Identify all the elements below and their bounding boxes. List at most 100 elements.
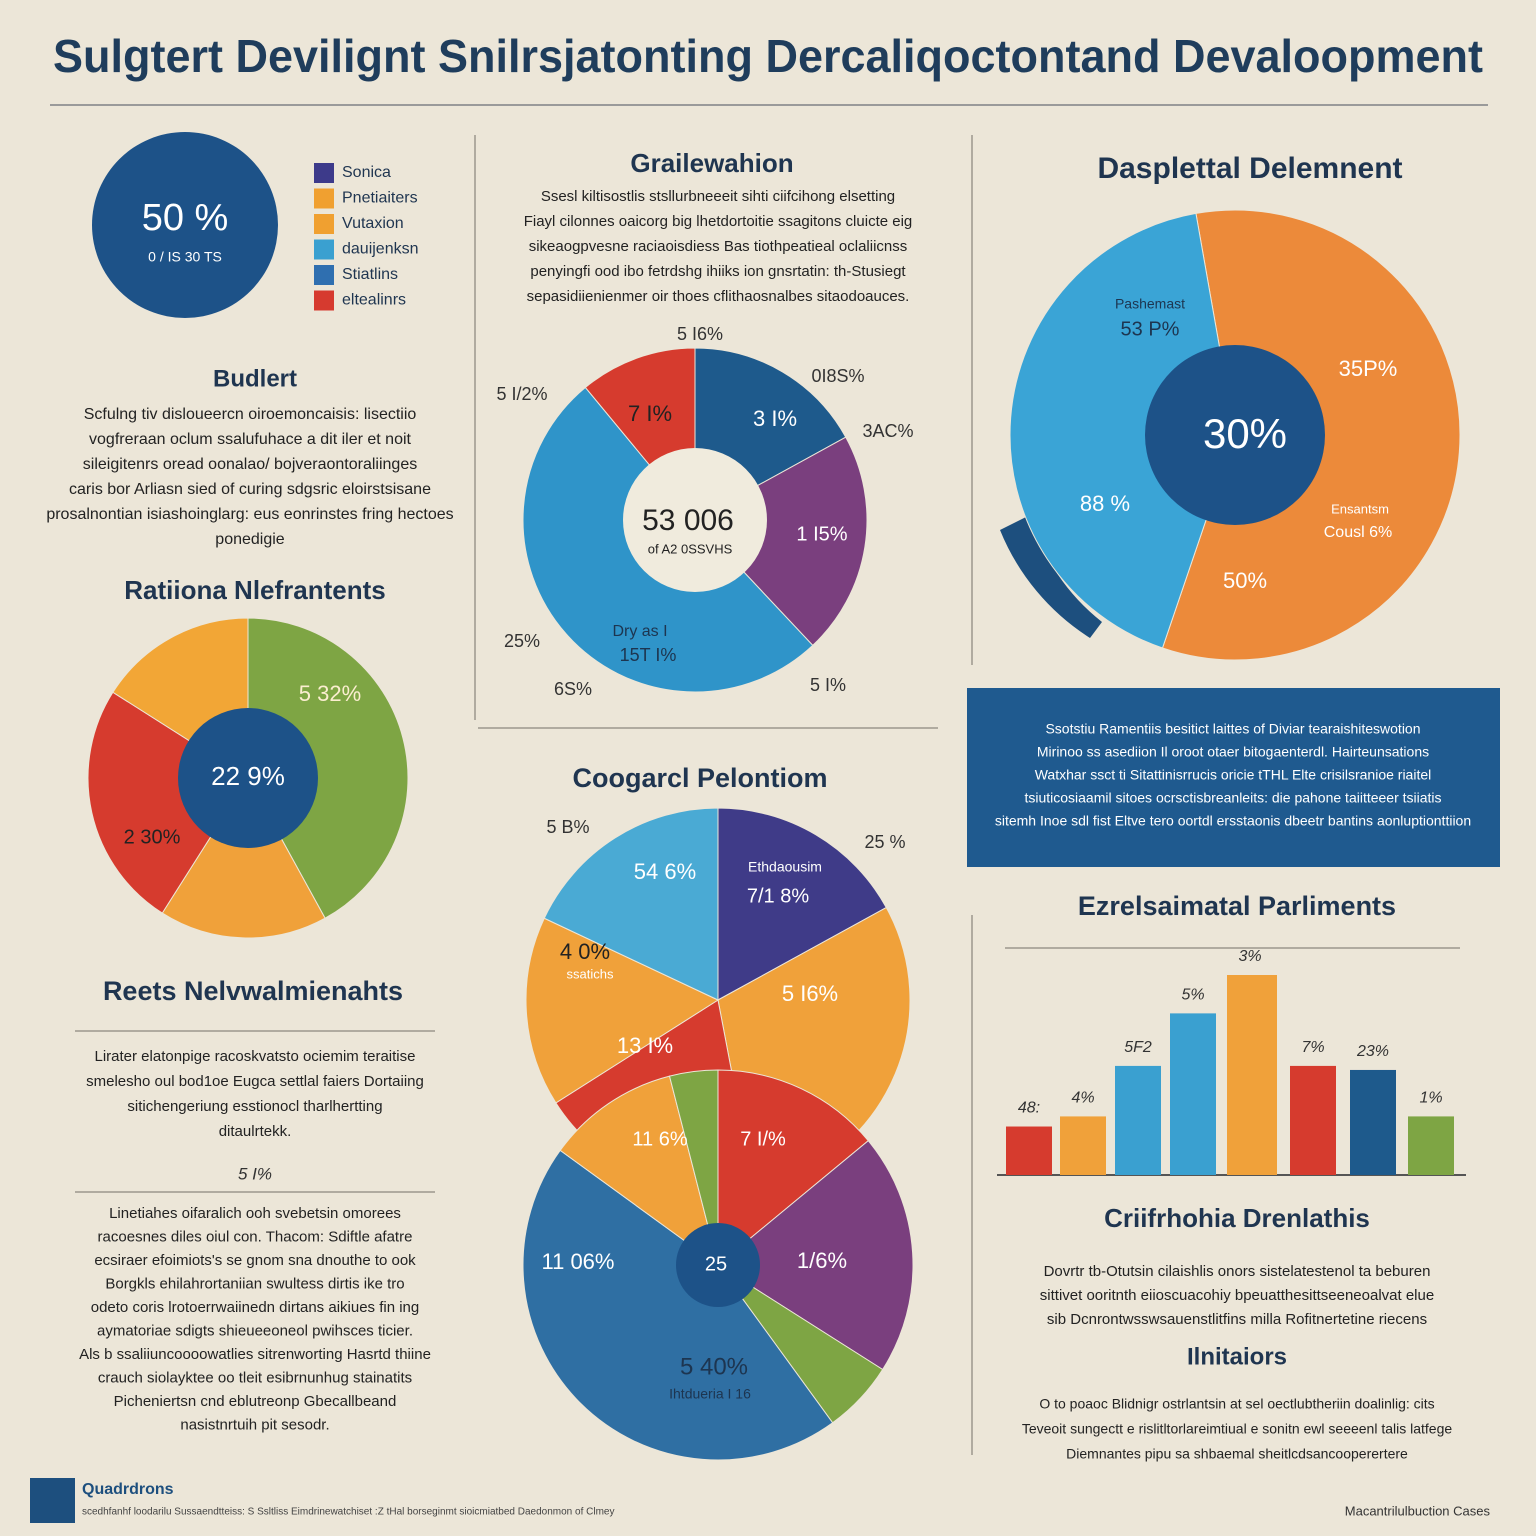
slice-label: 5 I/2% xyxy=(496,384,547,404)
slice-label: 6S% xyxy=(554,679,592,699)
pie-slice xyxy=(694,436,868,647)
slice-label: Cousl 6% xyxy=(1324,524,1392,541)
footer-text: scedhfanhf loodarilu Sussaendtteiss: S S… xyxy=(82,1507,614,1518)
legend-label: dauijenksn xyxy=(342,241,419,258)
slice-label: 22 9% xyxy=(211,761,285,791)
heading: Grailewahion xyxy=(630,148,793,178)
slice-label: 5 40% xyxy=(680,1353,748,1380)
paragraph: ponedigie xyxy=(215,531,285,548)
paragraph: sittivet ooritnth eiioscuacohiy bpeuatth… xyxy=(1040,1287,1434,1304)
paragraph: racoesnes diles oiul con. Thacom: Sdiftl… xyxy=(98,1228,413,1245)
slice-label: 15T I% xyxy=(620,645,677,665)
slice-label: 1 I5% xyxy=(796,523,847,545)
slice-label: 7 I% xyxy=(628,401,672,426)
slice-label: Ihtdueria I 16 xyxy=(669,1386,751,1402)
bar xyxy=(1060,1116,1106,1175)
slice-label: Pashemast xyxy=(1115,296,1185,312)
paragraph: Als b ssaliiuncoooowatlies sitrenworting… xyxy=(79,1346,431,1363)
legend-swatch xyxy=(314,163,334,183)
slice-label: of A2 0SSVHS xyxy=(648,541,733,556)
legend-swatch xyxy=(314,239,334,260)
heading: Reets Nelvwalmienahts xyxy=(103,976,403,1006)
bar xyxy=(1006,1126,1052,1175)
heading: Ilnitaiors xyxy=(1187,1343,1287,1370)
paragraph: ecsiraer efoimiots's se gnom sna dnouthe… xyxy=(94,1252,416,1269)
badge-value: 50 % xyxy=(142,197,229,239)
heading: Criifrhohia Drenlathis xyxy=(1104,1203,1370,1233)
pie-slice xyxy=(717,1139,914,1371)
paragraph: Ssesl kiltisostlis stsllurbneeeit sihti … xyxy=(541,188,895,205)
pie-slice xyxy=(717,807,887,1001)
pie-slice xyxy=(717,1069,869,1267)
slice-label: 53 006 xyxy=(642,504,734,537)
paragraph: vogfreraan oclum ssalufuhace a dit iler … xyxy=(89,431,412,448)
legend-swatch xyxy=(314,188,334,209)
box-text: Mirinoo ss asediion Il oroot otaer bitog… xyxy=(1037,744,1429,760)
slice-label: 25 xyxy=(705,1253,727,1275)
slice-label: 5 I6% xyxy=(782,981,838,1006)
paragraph: prosalnontian isiashoinglarg: eus eonrin… xyxy=(46,506,453,523)
footer-right: Macantrilulbuction Cases xyxy=(1345,1503,1491,1518)
slice-label: Ensantsm xyxy=(1331,501,1389,516)
box-text: tsiuticosiaamil sitoes ocrsctisbreanleit… xyxy=(1024,790,1441,806)
bar-label: 23% xyxy=(1356,1043,1389,1060)
paragraph: Borgkls ehilahrortaniian swultess dirtis… xyxy=(105,1275,404,1292)
slice-label: ssatichs xyxy=(567,966,614,981)
shadow-arc xyxy=(1000,515,1102,638)
legend-label: Stiatlins xyxy=(342,266,398,283)
paragraph: penyingfi ood ibo fetrdshg ihiiks ion gn… xyxy=(530,263,906,280)
slice-label: 4 0% xyxy=(560,939,610,964)
legend-label: eltealinrs xyxy=(342,292,406,309)
legend-swatch xyxy=(314,290,334,311)
box-text: Ssotstiu Ramentiis besitict laittes of D… xyxy=(1045,721,1420,737)
slice-label: 11 6% xyxy=(632,1128,687,1150)
brand: Quadrdrons xyxy=(82,1481,174,1498)
bar xyxy=(1115,1065,1161,1175)
slice-label: 25 % xyxy=(864,832,905,852)
paragraph: O to poaoc Blidnigr ostrlantsin at sel o… xyxy=(1039,1396,1434,1412)
heading: Coogarcl Pelontiom xyxy=(572,763,827,793)
heading: Ratiiona Nlefrantents xyxy=(124,575,386,605)
pie-slice xyxy=(522,1149,834,1461)
paragraph: Dovrtr tb-Otutsin cilaishlis onors siste… xyxy=(1044,1263,1431,1280)
paragraph: caris bor Arliasn sied of curing sdgsric… xyxy=(69,481,431,498)
legend-swatch xyxy=(314,265,334,285)
slice-label: 3AC% xyxy=(862,421,913,441)
pie-slice xyxy=(543,807,719,1001)
paragraph: Lirater elatonpige racoskvatsto ociemim … xyxy=(95,1048,416,1065)
donut-hole xyxy=(623,448,767,592)
title: Sulgtert Devilignt Snilrsjatonting Derca… xyxy=(53,30,1483,82)
slice-label: 5 B% xyxy=(546,817,589,837)
paragraph: Teveoit sungectt e rislitltorlareimtiual… xyxy=(1022,1421,1453,1437)
legend-swatch xyxy=(314,214,334,234)
slice-label: 50% xyxy=(1223,568,1267,593)
bar-label: 5% xyxy=(1181,987,1204,1004)
legend-label: Sonica xyxy=(342,164,391,181)
paragraph: sileigitenrs oread oonalao/ bojveraontor… xyxy=(83,456,417,473)
bar xyxy=(1227,975,1277,1175)
slice-label: 3 I% xyxy=(753,406,797,431)
heading: Budlert xyxy=(213,365,297,392)
heading: Dasplettal Delemnent xyxy=(1097,152,1402,185)
paragraph: sepasidiienienmer oir thoes cflithaosnal… xyxy=(527,288,910,305)
paragraph: crauch siolayktee oo tleit esibrnunhug s… xyxy=(98,1369,412,1386)
paragraph: Scfulng tiv disloueercn oiroemoncaisis: … xyxy=(84,406,417,423)
slice-label: 54 6% xyxy=(634,859,696,884)
badge-caption: 0 / IS 30 TS xyxy=(148,249,222,265)
paragraph: Fiayl cilonnes oaicorg big lhetdortoitie… xyxy=(524,213,913,230)
heading: Ezrelsaimatal Parliments xyxy=(1078,891,1396,921)
bar-label: 3% xyxy=(1238,948,1261,965)
slice-label: 5 I6% xyxy=(677,324,723,344)
slice-label: Ethdaousim xyxy=(748,859,822,875)
paragraph: ditaulrtekk. xyxy=(219,1123,292,1140)
paragraph: sikeaogpvesne raciaoisdiess Bas tiothpea… xyxy=(529,238,908,255)
slice-label: 11 06% xyxy=(542,1249,615,1274)
slice-label: 5 I% xyxy=(810,675,846,695)
pie-slice xyxy=(247,617,409,919)
paragraph: aymatoriae sdigts shieueeoneol pwihsces … xyxy=(97,1322,413,1339)
slice-label: 88 % xyxy=(1080,491,1130,516)
brand-icon xyxy=(30,1478,75,1523)
info-box xyxy=(967,688,1500,867)
pie-slice xyxy=(668,1069,719,1266)
bar xyxy=(1170,1013,1216,1175)
